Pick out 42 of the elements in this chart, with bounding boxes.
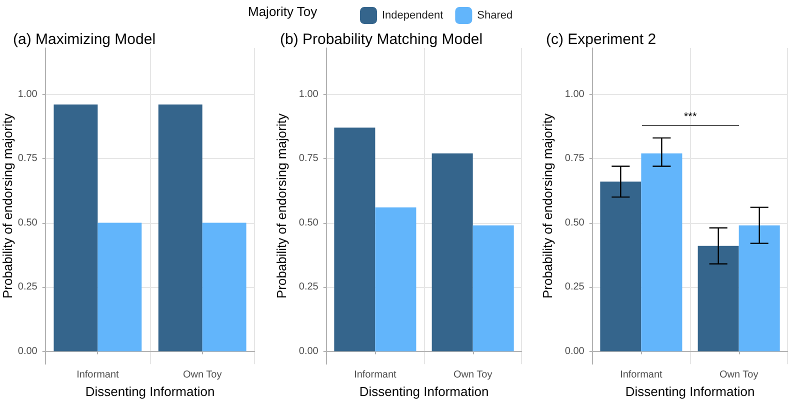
x-tick-label: Own Toy [182, 370, 222, 381]
x-axis-title: Dissenting Information [626, 384, 756, 399]
chart-title: (b) Probability Matching Model [280, 31, 482, 48]
y-tick-label: 0.25 [18, 282, 38, 292]
legend-label: Independent [382, 10, 444, 22]
y-axis-title: Probability of endorsing majority [0, 113, 15, 299]
y-axis-title: Probability of endorsing majority [540, 113, 556, 299]
y-axis-title: Probability of endorsing majority [274, 113, 289, 299]
y-tick-label: 0.50 [298, 217, 318, 228]
y-tick-label: 1.00 [565, 88, 586, 100]
y-tick-label: 1.00 [18, 88, 38, 100]
bar [431, 153, 472, 352]
bar [600, 182, 642, 352]
bar [698, 246, 740, 352]
x-axis-title: Dissenting Information [359, 384, 488, 399]
annotation: *** [682, 110, 698, 123]
x-tick-label: Informant [354, 370, 396, 381]
bar [472, 225, 514, 352]
y-tick-label: 1.00 [298, 88, 318, 100]
chart-title: (c) Experiment 2 [546, 31, 656, 48]
x-tick-label: Own Toy [720, 370, 759, 381]
y-tick-label: 0.00 [298, 346, 318, 357]
y-tick-label: 0.25 [565, 282, 586, 292]
y-tick-label: 0.50 [565, 217, 586, 228]
y-tick-label: 0.25 [298, 282, 318, 292]
y-tick-label: 0.00 [565, 346, 586, 357]
y-tick-label: 0.00 [18, 346, 38, 357]
x-axis-title: Dissenting Information [85, 384, 215, 399]
x-tick-label: Informant [76, 370, 120, 381]
bar [374, 207, 416, 352]
x-tick-label: Informant [620, 370, 663, 381]
bar [334, 128, 375, 352]
y-tick-label: 0.75 [298, 153, 318, 164]
bar [642, 153, 683, 352]
y-tick-label: 0.75 [18, 153, 38, 164]
legend-title: Majority Toy [248, 4, 318, 19]
bar [739, 225, 780, 352]
x-tick-label: Own Toy [453, 370, 492, 381]
y-tick-label: 0.75 [565, 153, 586, 164]
y-tick-label: 0.50 [18, 217, 38, 228]
chart-title: (a) Maximizing Model [13, 31, 156, 48]
legend-label: Shared [477, 10, 513, 22]
